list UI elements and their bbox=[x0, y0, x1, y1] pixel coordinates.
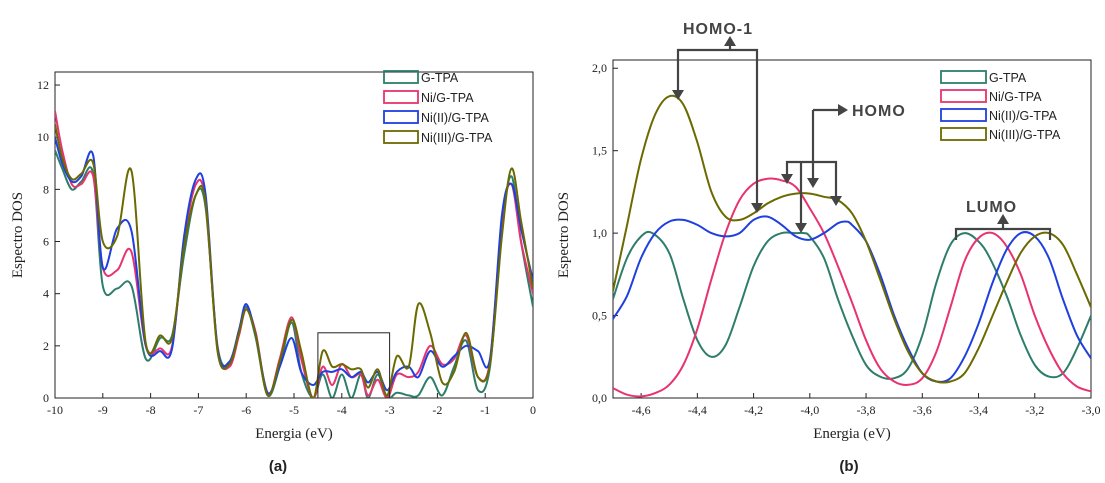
y-tick-label: 2 bbox=[43, 339, 49, 353]
x-tick-label: -3,2 bbox=[1025, 403, 1044, 417]
y-tick-label: 0,5 bbox=[592, 309, 607, 323]
legend-swatch bbox=[383, 90, 419, 104]
x-tick-label: -4 bbox=[337, 403, 347, 417]
legend-swatch bbox=[940, 89, 987, 103]
x-tick-label: -5 bbox=[289, 403, 299, 417]
lumo-arrow-up bbox=[997, 214, 1009, 224]
panel-b-x-label: Energia (eV) bbox=[813, 426, 891, 442]
homo-1-arrow-right bbox=[751, 203, 763, 213]
x-tick-label: -8 bbox=[146, 403, 156, 417]
panel-a-series bbox=[55, 110, 533, 398]
series-line-ni-iii-g-tpa bbox=[55, 123, 533, 398]
panel-b-label: (b) bbox=[839, 458, 858, 475]
y-tick-label: 12 bbox=[37, 78, 49, 92]
series-line-ni-iii-g-tpa bbox=[613, 94, 1091, 384]
x-tick-label: -10 bbox=[47, 403, 63, 417]
x-tick-label: -3,4 bbox=[969, 403, 988, 417]
legend-swatch bbox=[383, 110, 419, 124]
panel-a-x-label: Energia (eV) bbox=[255, 426, 333, 442]
x-tick-label: -4,0 bbox=[800, 403, 819, 417]
panel-a-zoom-box bbox=[317, 332, 391, 399]
homo-arrow-b bbox=[807, 178, 819, 188]
x-tick-label: -4,2 bbox=[744, 403, 763, 417]
legend-swatch bbox=[940, 127, 987, 141]
x-tick-label: -3 bbox=[385, 403, 395, 417]
lumo-label: LUMO bbox=[966, 199, 1017, 216]
x-tick-label: -4,4 bbox=[688, 403, 707, 417]
panel-a-x-axis: -10 -9 -8 -7 -6 -5 -4 -3 -2 -1 0 bbox=[47, 393, 536, 417]
homo-label: HOMO bbox=[852, 103, 906, 120]
legend-label: G-TPA bbox=[989, 71, 1027, 85]
homo-arrow-c bbox=[830, 196, 842, 206]
panel-b-x-axis: -4,6 -4,4 -4,2 -4,0 -3,8 -3,6 -3,4 -3,2 -3,0 bbox=[632, 393, 1101, 417]
series-line-ni-ii-g-tpa bbox=[613, 215, 1091, 383]
homo-arrow-d bbox=[795, 223, 807, 233]
homo-bracket bbox=[785, 108, 840, 225]
series-line-ni-g-tpa bbox=[55, 110, 533, 398]
y-tick-label: 1,0 bbox=[592, 226, 607, 240]
homo-1-arrow-left bbox=[672, 90, 684, 100]
series-line-g-tpa bbox=[55, 149, 533, 398]
legend-label: Ni/G-TPA bbox=[421, 91, 474, 105]
legend-label: Ni(III)/G-TPA bbox=[421, 131, 493, 145]
x-tick-label: -3,6 bbox=[913, 403, 932, 417]
x-tick-label: -3,0 bbox=[1082, 403, 1101, 417]
x-tick-label: -7 bbox=[193, 403, 203, 417]
y-tick-label: 4 bbox=[43, 287, 49, 301]
panel-a-y-label: Espectro DOS bbox=[10, 192, 26, 278]
legend-label: Ni(II)/G-TPA bbox=[989, 109, 1057, 123]
y-tick-label: 8 bbox=[43, 182, 49, 196]
y-tick-label: 0 bbox=[43, 391, 49, 405]
homo-1-bracket bbox=[676, 44, 759, 205]
legend-swatch bbox=[940, 108, 987, 122]
y-tick-label: 6 bbox=[43, 235, 49, 249]
legend-label: Ni(III)/G-TPA bbox=[989, 128, 1061, 142]
legend-swatch bbox=[383, 70, 419, 84]
homo-1-label: HOMO-1 bbox=[683, 21, 753, 38]
series-line-ni-g-tpa bbox=[613, 177, 1091, 398]
x-tick-label: -9 bbox=[98, 403, 108, 417]
panel-b-y-axis: 0,0 0,5 1,0 1,5 2,0 bbox=[592, 61, 618, 405]
panel-b-series bbox=[613, 94, 1091, 398]
x-tick-label: 0 bbox=[530, 403, 536, 417]
homo-arrow-a bbox=[781, 174, 793, 184]
series-line-g-tpa bbox=[613, 230, 1091, 380]
y-tick-label: 10 bbox=[37, 130, 49, 144]
x-tick-label: -2 bbox=[432, 403, 442, 417]
series-line-ni-ii-g-tpa bbox=[55, 136, 533, 395]
x-tick-label: -6 bbox=[241, 403, 251, 417]
y-tick-label: 1,5 bbox=[592, 144, 607, 158]
panel-b-legend: G-TPA Ni/G-TPA Ni(II)/G-TPA Ni(III)/G-TPA bbox=[940, 70, 1061, 142]
legend-swatch bbox=[940, 70, 987, 84]
panel-b-chart: 0,0 0,5 1,0 1,5 2,0 -4,6 -4,4 -4,2 -4,0 -3,8 -3,6… bbox=[556, 21, 1101, 475]
y-tick-label: 2,0 bbox=[592, 61, 607, 75]
panel-b-plot-frame bbox=[612, 59, 1092, 399]
panel-a-label: (a) bbox=[269, 458, 287, 475]
legend-label: Ni(II)/G-TPA bbox=[421, 111, 489, 125]
legend-label: Ni/G-TPA bbox=[989, 90, 1042, 104]
x-tick-label: -1 bbox=[480, 403, 490, 417]
y-tick-label: 0,0 bbox=[592, 391, 607, 405]
homo-1-arrow-up bbox=[724, 36, 736, 46]
panel-b-y-label: Espectro DOS bbox=[556, 192, 572, 278]
panel-a-y-axis: 0 2 4 6 8 10 12 bbox=[37, 78, 60, 405]
legend-label: G-TPA bbox=[421, 71, 459, 85]
x-tick-label: -3,8 bbox=[857, 403, 876, 417]
legend-swatch bbox=[383, 130, 419, 144]
homo-arrow-right bbox=[838, 104, 848, 116]
panel-a-legend: G-TPA Ni/G-TPA Ni(II)/G-TPA Ni(III)/G-TPA bbox=[383, 70, 493, 145]
x-tick-label: -4,6 bbox=[632, 403, 651, 417]
